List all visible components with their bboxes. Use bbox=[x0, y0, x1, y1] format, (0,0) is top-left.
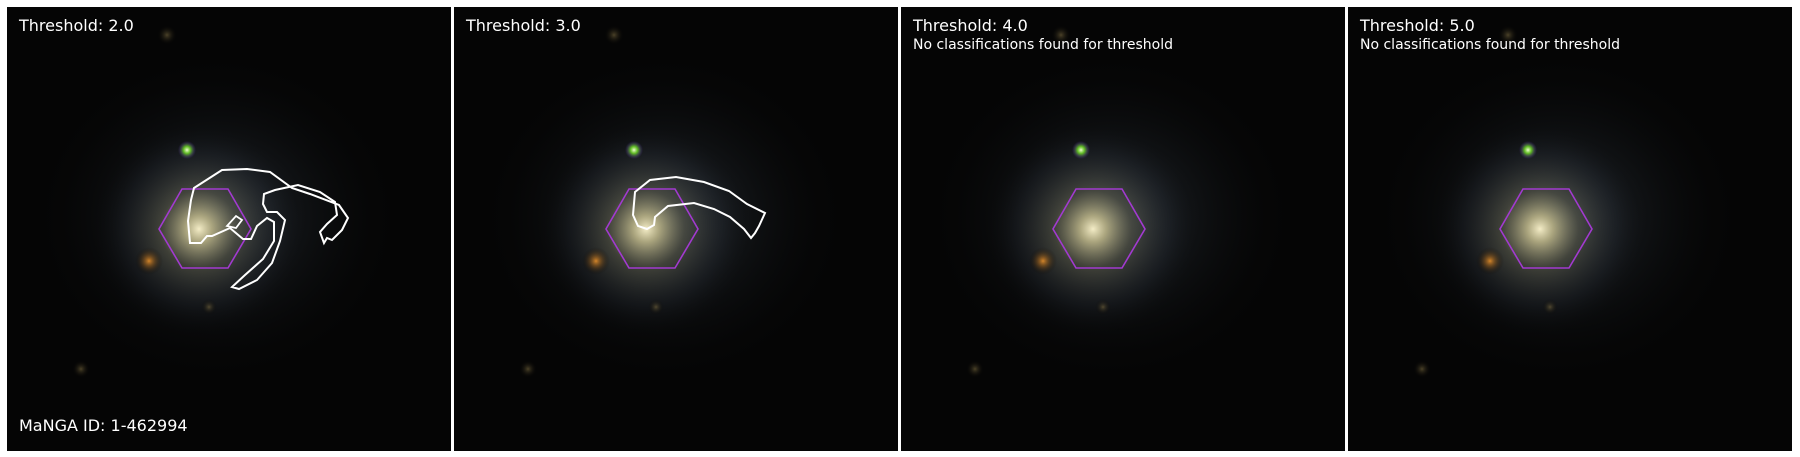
ifu-hexagon bbox=[1499, 188, 1593, 269]
classification-contour-inner bbox=[225, 214, 244, 230]
threshold-panel-1: Threshold: 2.0 MaNGA ID: 1-462994 bbox=[7, 7, 451, 451]
classification-contour bbox=[631, 175, 767, 240]
ifu-hexagon bbox=[605, 188, 699, 269]
panel-title: Threshold: 4.0 bbox=[913, 16, 1028, 35]
threshold-panel-2: Threshold: 3.0 bbox=[454, 7, 898, 451]
threshold-panel-3: Threshold: 4.0 No classifications found … bbox=[901, 7, 1345, 451]
ifu-hexagon bbox=[158, 188, 252, 269]
manga-id-label: MaNGA ID: 1-462994 bbox=[19, 416, 188, 435]
galaxy-image bbox=[1368, 25, 1748, 387]
no-classifications-message: No classifications found for threshold bbox=[913, 37, 1173, 53]
galaxy-image bbox=[474, 25, 854, 387]
ifu-hexagon bbox=[1052, 188, 1146, 269]
no-classifications-message: No classifications found for threshold bbox=[1360, 37, 1620, 53]
classification-contour bbox=[186, 167, 350, 291]
galaxy-image bbox=[27, 25, 407, 387]
panel-title: Threshold: 2.0 bbox=[19, 16, 134, 35]
galaxy-image bbox=[921, 25, 1301, 387]
panel-title: Threshold: 5.0 bbox=[1360, 16, 1475, 35]
threshold-panel-4: Threshold: 5.0 No classifications found … bbox=[1348, 7, 1792, 451]
panel-title: Threshold: 3.0 bbox=[466, 16, 581, 35]
